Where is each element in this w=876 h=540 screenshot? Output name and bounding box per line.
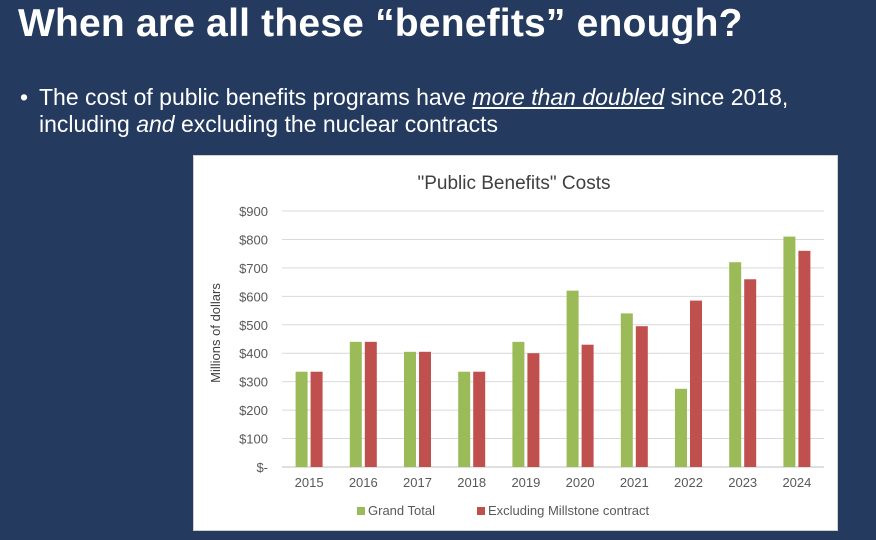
x-tick-label: 2019 bbox=[511, 475, 540, 490]
y-axis-ticks: $- $100 $200 $300 $400 $500 $600 $700 $800 $900 bbox=[239, 204, 268, 475]
bar-grand-total-2020 bbox=[566, 290, 579, 467]
bar-excluding-millstone-2015 bbox=[310, 371, 323, 467]
x-tick-label: 2020 bbox=[566, 475, 595, 490]
gridlines bbox=[282, 210, 824, 468]
bar-chart: "Public Benefits" Costs Millions of doll… bbox=[208, 173, 824, 518]
legend: Grand Total Excluding Millstone contract bbox=[357, 503, 650, 518]
bullet-text-part3: excluding the nuclear contracts bbox=[174, 111, 499, 137]
x-axis-ticks: 2015 2016 2017 2018 2019 2020 2021 2022 2023 2024 bbox=[295, 475, 812, 490]
bar-grand-total-2024 bbox=[783, 236, 796, 467]
bullet-point: • The cost of public benefits programs h… bbox=[20, 84, 870, 138]
y-tick-label: $100 bbox=[239, 432, 268, 447]
y-tick-label: $- bbox=[256, 460, 268, 475]
y-axis-label: Millions of dollars bbox=[208, 283, 223, 383]
y-tick-label: $700 bbox=[239, 261, 268, 276]
bar-grand-total-2019 bbox=[512, 341, 525, 467]
x-tick-label: 2022 bbox=[674, 475, 703, 490]
bullet-text-part1: The cost of public benefits programs hav… bbox=[39, 84, 473, 110]
bar-grand-total-2018 bbox=[458, 371, 471, 467]
bar-excluding-millstone-2016 bbox=[364, 341, 377, 467]
bullet-and: and bbox=[136, 111, 175, 137]
chart-title: "Public Benefits" Costs bbox=[417, 173, 610, 194]
bar-grand-total-2016 bbox=[349, 341, 362, 467]
bullet-icon: • bbox=[20, 84, 29, 110]
y-tick-label: $600 bbox=[239, 289, 268, 304]
bar-grand-total-2023 bbox=[729, 262, 742, 467]
bar-excluding-millstone-2022 bbox=[690, 300, 702, 467]
x-tick-label: 2015 bbox=[295, 475, 324, 490]
legend-label: Excluding Millstone contract bbox=[488, 503, 650, 518]
y-tick-label: $800 bbox=[239, 232, 268, 247]
y-tick-label: $200 bbox=[239, 403, 268, 418]
bullet-text: The cost of public benefits programs hav… bbox=[39, 84, 870, 138]
x-tick-label: 2021 bbox=[620, 475, 649, 490]
chart-container: "Public Benefits" Costs Millions of doll… bbox=[193, 155, 838, 531]
bar-excluding-millstone-2024 bbox=[798, 250, 811, 467]
bars bbox=[295, 236, 811, 467]
bar-excluding-millstone-2018 bbox=[473, 371, 486, 467]
bar-excluding-millstone-2017 bbox=[419, 351, 431, 467]
bar-excluding-millstone-2023 bbox=[744, 279, 757, 467]
legend-label: Grand Total bbox=[368, 503, 435, 518]
bar-excluding-millstone-2020 bbox=[581, 344, 594, 467]
bullet-text-part2: since 2018, including bbox=[39, 84, 789, 137]
bar-excluding-millstone-2019 bbox=[527, 353, 540, 467]
x-tick-label: 2017 bbox=[403, 475, 432, 490]
legend-swatch bbox=[357, 507, 365, 515]
x-tick-label: 2016 bbox=[349, 475, 378, 490]
bar-grand-total-2017 bbox=[404, 351, 416, 467]
bar-excluding-millstone-2021 bbox=[635, 326, 648, 467]
x-tick-label: 2024 bbox=[782, 475, 811, 490]
legend-swatch bbox=[477, 507, 485, 515]
y-tick-label: $400 bbox=[239, 346, 268, 361]
y-tick-label: $500 bbox=[239, 318, 268, 333]
x-tick-label: 2018 bbox=[457, 475, 486, 490]
y-tick-label: $300 bbox=[239, 375, 268, 390]
slide-title: When are all these “benefits” enough? bbox=[18, 2, 743, 45]
bar-grand-total-2022 bbox=[675, 388, 687, 467]
x-tick-label: 2023 bbox=[728, 475, 757, 490]
bar-grand-total-2015 bbox=[295, 371, 308, 467]
y-tick-label: $900 bbox=[239, 204, 268, 219]
bar-grand-total-2021 bbox=[620, 313, 633, 467]
bullet-emphasis: more than doubled bbox=[472, 84, 665, 110]
